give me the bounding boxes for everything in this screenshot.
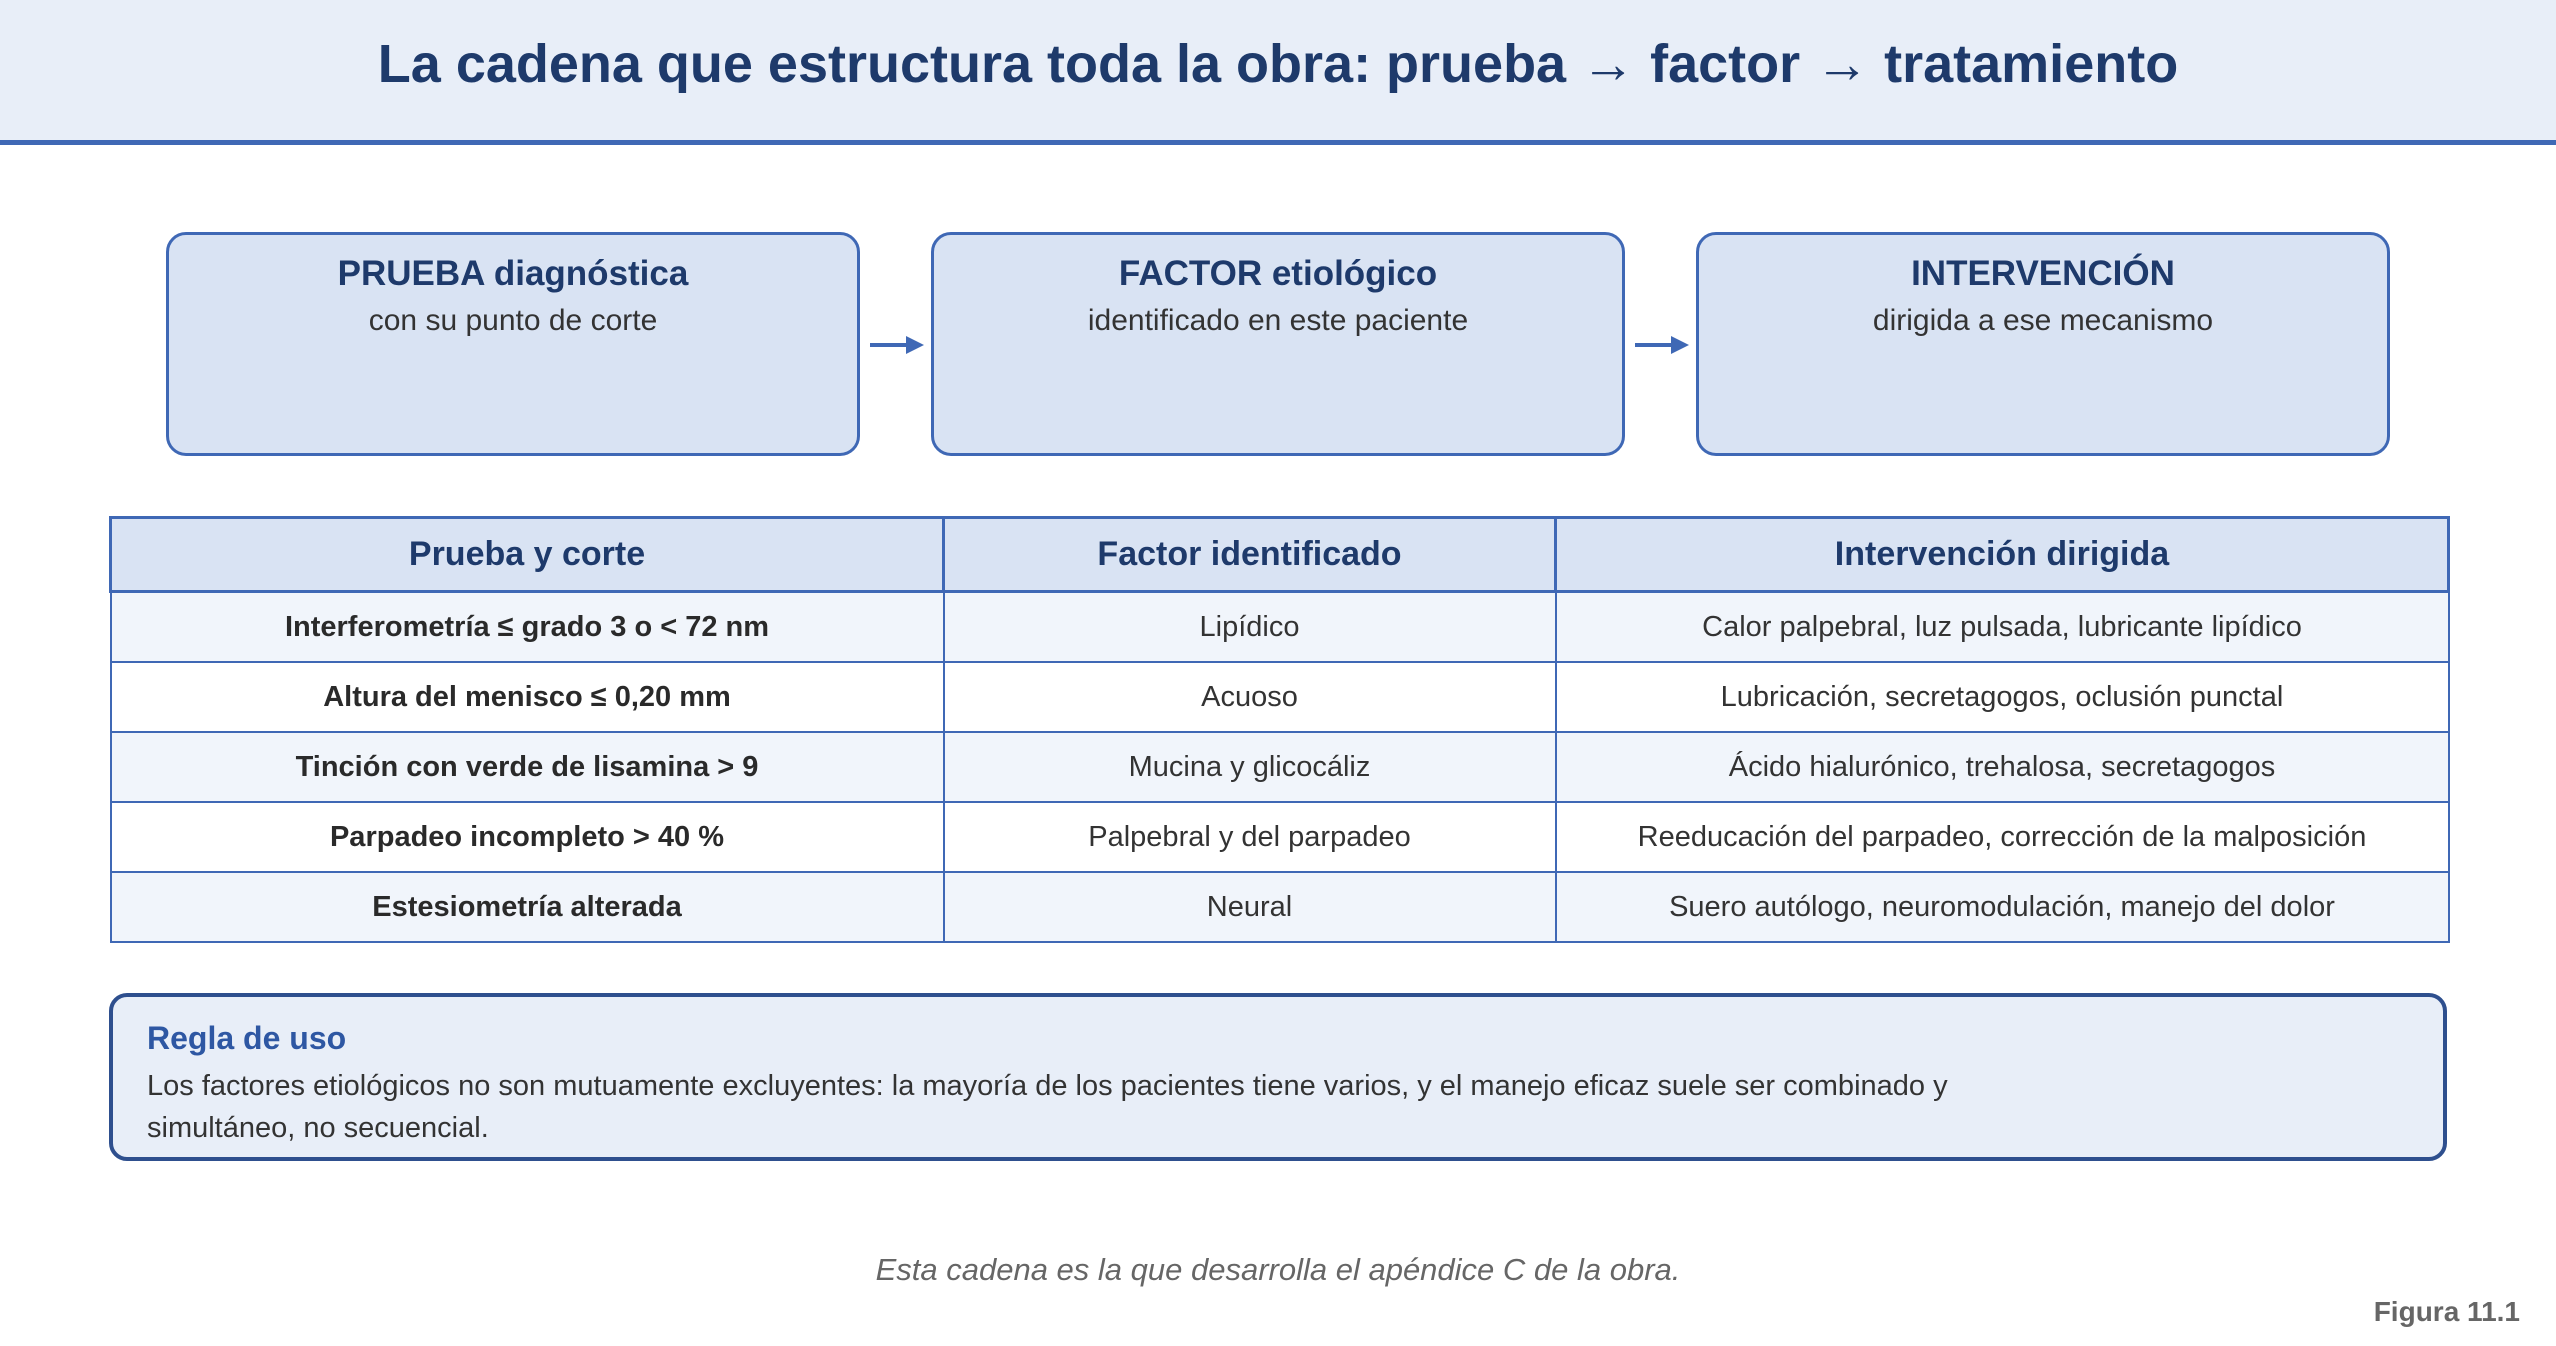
flow-box-prueba: PRUEBA diagnóstica con su punto de corte (166, 232, 860, 456)
table-cell-factor: Neural (942, 871, 1557, 943)
arrow-right-icon (870, 336, 924, 354)
usage-rule-title: Regla de uso (147, 1020, 347, 1056)
figure-caption: Esta cadena es la que desarrolla el apén… (875, 1252, 1681, 1287)
flow-box-intervencion: INTERVENCIÓN dirigida a ese mecanismo (1696, 232, 2390, 456)
table-cell-test: Estesiometría alterada (109, 871, 945, 943)
table-cell-intervention: Suero autólogo, neuromodulación, manejo … (1554, 871, 2450, 943)
table-cell-test: Parpadeo incompleto > 40 % (109, 801, 945, 873)
table-cell-intervention: Ácido hialurónico, trehalosa, secretagog… (1554, 731, 2450, 803)
flow-box-subtitle: identificado en este paciente (1087, 304, 1469, 337)
table-row: Estesiometría alterada Neural Suero autó… (109, 871, 2450, 943)
table-row: Tinción con verde de lisamina > 9 Mucina… (109, 731, 2450, 803)
table-cell-intervention: Calor palpebral, luz pulsada, lubricante… (1554, 590, 2450, 663)
page-title: La cadena que estructura toda la obra: p… (377, 34, 2179, 94)
arrow-right-icon (1635, 336, 1689, 354)
flow-box-subtitle: dirigida a ese mecanismo (1872, 304, 2214, 337)
flow-box-title: FACTOR etiológico (1118, 254, 1438, 293)
table-cell-intervention: Lubricación, secretagogos, oclusión punc… (1554, 661, 2450, 733)
usage-rule-box: Regla de uso Los factores etiológicos no… (109, 993, 2447, 1161)
column-header: Intervención dirigida (1554, 516, 2450, 593)
chain-table: Prueba y corte Factor identificado Inter… (109, 516, 2450, 943)
table-row: Altura del menisco ≤ 0,20 mm Acuoso Lubr… (109, 661, 2450, 733)
table-row: Interferometría ≤ grado 3 o < 72 nm Lipí… (109, 590, 2450, 663)
table-header-row: Prueba y corte Factor identificado Inter… (109, 516, 2450, 593)
flow-box-title: INTERVENCIÓN (1911, 254, 2175, 293)
table-cell-test: Tinción con verde de lisamina > 9 (109, 731, 945, 803)
table-cell-factor: Acuoso (942, 661, 1557, 733)
table-cell-factor: Mucina y glicocáliz (942, 731, 1557, 803)
flow-box-title: PRUEBA diagnóstica (337, 254, 689, 293)
usage-rule-text: Los factores etiológicos no son mutuamen… (147, 1070, 1948, 1145)
figure-label: Figura 11.1 (2373, 1296, 2520, 1327)
header-bar: La cadena que estructura toda la obra: p… (0, 0, 2556, 145)
table-cell-test: Altura del menisco ≤ 0,20 mm (109, 661, 945, 733)
table-cell-factor: Lipídico (942, 590, 1557, 663)
flow-box-factor: FACTOR etiológico identificado en este p… (931, 232, 1625, 456)
column-header: Prueba y corte (109, 516, 945, 593)
flow-box-subtitle: con su punto de corte (368, 304, 658, 337)
table-cell-factor: Palpebral y del parpadeo (942, 801, 1557, 873)
table-cell-test: Interferometría ≤ grado 3 o < 72 nm (109, 590, 945, 663)
table-cell-intervention: Reeducación del parpadeo, corrección de … (1554, 801, 2450, 873)
column-header: Factor identificado (942, 516, 1557, 593)
table-row: Parpadeo incompleto > 40 % Palpebral y d… (109, 801, 2450, 873)
